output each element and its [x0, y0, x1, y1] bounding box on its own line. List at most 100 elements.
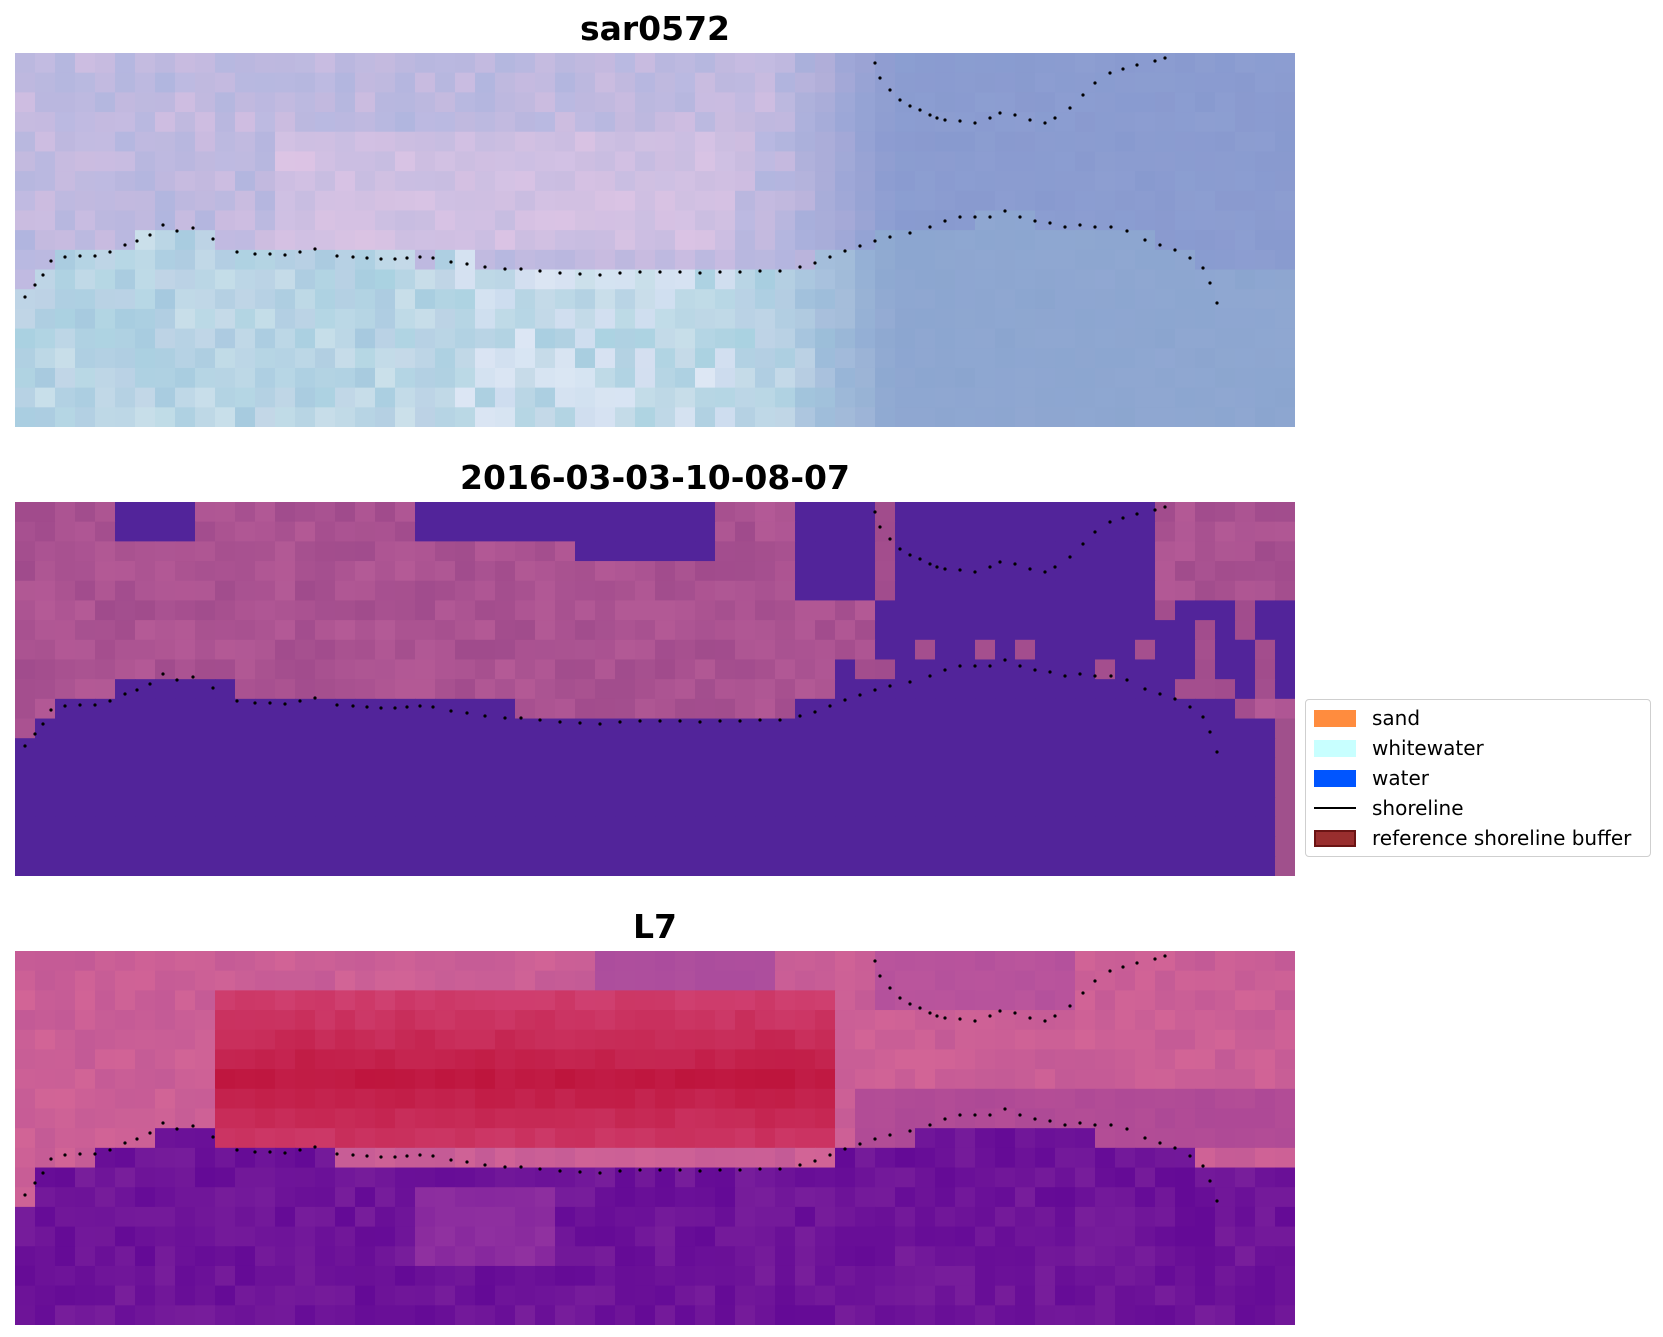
- shoreline-dot: [393, 1155, 397, 1159]
- shoreline-dot: [798, 1163, 802, 1167]
- buffer-swatch: [1314, 829, 1356, 847]
- shoreline-dot: [379, 257, 383, 261]
- shoreline-dot: [843, 698, 847, 702]
- shoreline-dot: [123, 243, 127, 247]
- shoreline-dot: [313, 1145, 317, 1149]
- shoreline-dot: [431, 1154, 435, 1158]
- shoreline-dot: [798, 714, 802, 718]
- shoreline-dot: [1053, 116, 1057, 120]
- shoreline-dot: [1018, 664, 1022, 668]
- shoreline-dot: [1063, 225, 1067, 229]
- shoreline-dot: [283, 253, 287, 257]
- image-pixels: [15, 502, 1295, 876]
- shoreline-dot: [958, 568, 962, 572]
- shoreline-dot: [1215, 301, 1219, 305]
- legend-item-whitewater: whitewater: [1314, 736, 1484, 760]
- shoreline-dot: [578, 721, 582, 725]
- shoreline-dot: [1158, 243, 1162, 247]
- satellite-image-panel: [15, 53, 1295, 427]
- shoreline-dot: [431, 705, 435, 709]
- shoreline-dot: [898, 98, 902, 102]
- shoreline-dot: [1028, 567, 1032, 571]
- shoreline-dot: [598, 722, 602, 726]
- shoreline-dot: [878, 974, 882, 978]
- shoreline-dot: [718, 270, 722, 274]
- shoreline-dot: [175, 229, 179, 233]
- shoreline-dot: [41, 722, 45, 726]
- shoreline-dot: [135, 239, 139, 243]
- shoreline-dot: [1121, 67, 1125, 71]
- shoreline-dot: [108, 250, 112, 254]
- shoreline-dot: [78, 1152, 82, 1156]
- shoreline-dot: [161, 223, 165, 227]
- legend-label: shoreline: [1372, 796, 1464, 820]
- shoreline-dot: [1163, 954, 1167, 958]
- legend-label: reference shoreline buffer: [1372, 826, 1632, 850]
- panel-title-2: 2016-03-03-10-08-07: [460, 458, 850, 497]
- shoreline-dot: [1043, 1019, 1047, 1023]
- shoreline-dot: [1163, 56, 1167, 60]
- shoreline-dot: [1173, 697, 1177, 701]
- shoreline-dot: [298, 1148, 302, 1152]
- shoreline-dot: [211, 1135, 215, 1139]
- shoreline-dot: [928, 1123, 932, 1127]
- shoreline-dot: [418, 1153, 422, 1157]
- shoreline-dot: [678, 270, 682, 274]
- shoreline-dot: [1028, 1016, 1032, 1020]
- shoreline-dot: [191, 675, 195, 679]
- shoreline-dot: [1135, 961, 1139, 965]
- shoreline-dot: [988, 116, 992, 120]
- shoreline-dot: [1043, 570, 1047, 574]
- shoreline-dot: [268, 701, 272, 705]
- shoreline-dot: [1143, 1136, 1147, 1140]
- shoreline-dot: [1135, 63, 1139, 67]
- shoreline-dot: [379, 706, 383, 710]
- shoreline-dot: [1188, 705, 1192, 709]
- shoreline-dot: [175, 1127, 179, 1131]
- shoreline-dot: [928, 1011, 932, 1015]
- shoreline-dot: [758, 1167, 762, 1171]
- shoreline-dot: [1121, 965, 1125, 969]
- shoreline-dot: [1215, 750, 1219, 754]
- shoreline-dot: [1003, 1107, 1007, 1111]
- shoreline-dot: [943, 219, 947, 223]
- shoreline-dot: [1028, 118, 1032, 122]
- shoreline-dot: [1158, 692, 1162, 696]
- shoreline-dot: [335, 1152, 339, 1156]
- shoreline-dot: [578, 1170, 582, 1174]
- shoreline-dot: [483, 265, 487, 269]
- shoreline-dot: [235, 1148, 239, 1152]
- shoreline-dot: [1158, 1141, 1162, 1145]
- shoreline-dot: [63, 255, 67, 259]
- shoreline-dot: [888, 235, 892, 239]
- shoreline-dot: [298, 250, 302, 254]
- shoreline-dot: [943, 1016, 947, 1020]
- shoreline-dot: [1013, 562, 1017, 566]
- legend-label: water: [1372, 766, 1429, 790]
- shoreline-dot: [888, 986, 892, 990]
- whitewater-swatch: [1314, 739, 1356, 757]
- shoreline-dot: [1125, 229, 1129, 233]
- shoreline-dots: [23, 56, 1219, 305]
- shoreline-dot: [1081, 542, 1085, 546]
- shoreline-dot: [658, 1168, 662, 1172]
- shoreline-dot: [928, 674, 932, 678]
- shoreline-dot: [519, 1165, 523, 1169]
- panel-title-3: L7: [633, 907, 677, 946]
- shoreline-dot: [778, 269, 782, 273]
- shoreline-dot: [908, 1129, 912, 1133]
- shoreline-dot: [888, 88, 892, 92]
- shoreline-dot: [351, 1153, 355, 1157]
- shoreline-dot: [1093, 979, 1097, 983]
- shoreline-dot: [161, 672, 165, 676]
- shoreline-dot: [1188, 1154, 1192, 1158]
- shoreline-dot: [918, 108, 922, 112]
- shoreline-dot: [253, 701, 257, 705]
- shoreline-dot: [93, 254, 97, 258]
- shoreline-dot: [918, 1006, 922, 1010]
- shoreline-dot: [1018, 1113, 1022, 1117]
- shoreline-dot: [558, 1169, 562, 1173]
- shoreline-dot: [33, 1181, 37, 1185]
- shoreline-dot: [973, 570, 977, 574]
- shoreline-dot: [335, 254, 339, 258]
